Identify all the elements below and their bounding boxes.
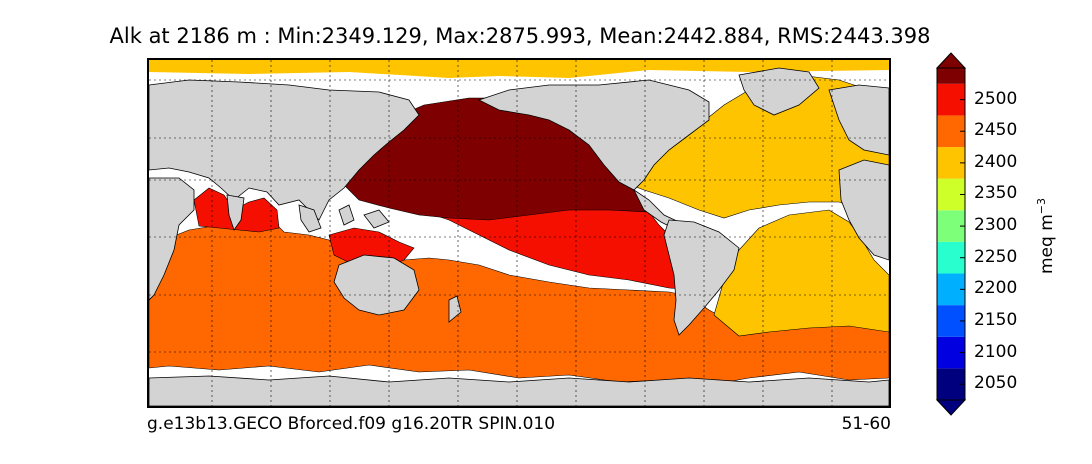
colorbar-unit: meq m — [1036, 214, 1057, 274]
colorbar-unit-exponent: −3 — [1035, 198, 1049, 215]
colorbar-tick-label: 2400 — [974, 151, 1018, 172]
colorbar-tick-label: 2350 — [974, 183, 1018, 204]
colorbar-tick-label: 2050 — [974, 373, 1018, 394]
colorbar-tick-label: 2150 — [974, 309, 1018, 330]
plot-title: Alk at 2186 m : Min:2349.129, Max:2875.9… — [109, 24, 931, 48]
run-name: g.e13b13.GECO Bforced.f09 g16.20TR SPIN.… — [147, 414, 556, 434]
colorbar-tick-label: 2200 — [974, 278, 1018, 299]
land-masses — [149, 67, 889, 406]
year-range: 51-60 — [841, 414, 891, 434]
colorbar-tick-label: 2250 — [974, 246, 1018, 267]
colorbar-tick-label: 2450 — [974, 120, 1018, 141]
gridlines — [149, 60, 889, 406]
colorbar-extend-low — [936, 399, 966, 416]
colorbar-tick-label: 2100 — [974, 341, 1018, 362]
colorbar — [936, 52, 966, 416]
map-panel — [147, 58, 891, 408]
colorbar-band — [937, 68, 965, 84]
region-north-atlantic — [618, 74, 889, 219]
region-south-atlantic — [713, 209, 889, 337]
colorbar-tick-label: 2500 — [974, 88, 1018, 109]
colorbar-label: meq m−3 — [1035, 198, 1057, 274]
region-arctic — [149, 60, 889, 78]
colorbar-frame — [936, 67, 966, 401]
colorbar-extend-high — [936, 52, 966, 69]
colorbar-tick-label: 2300 — [974, 215, 1018, 236]
